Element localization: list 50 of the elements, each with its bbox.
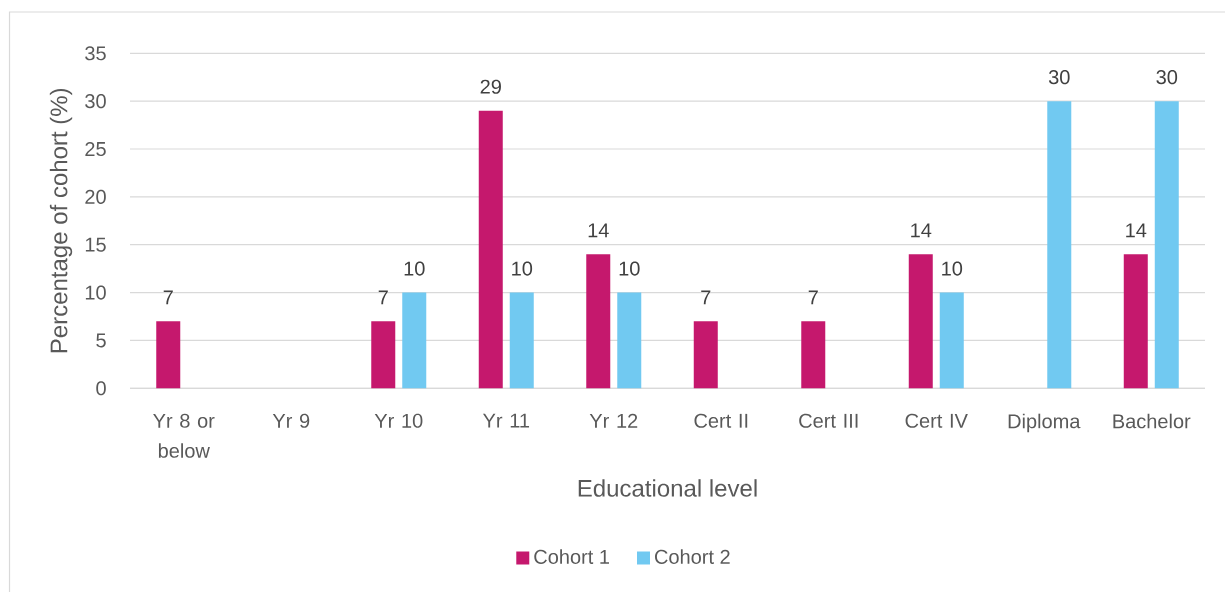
y-tick-label: 20 <box>85 189 106 204</box>
bar <box>402 292 427 389</box>
bar <box>586 254 611 389</box>
data-label: 14 <box>911 223 932 238</box>
y-tick-label: 30 <box>85 94 106 109</box>
bar <box>478 110 503 389</box>
x-tick-label: Yr 12 <box>589 413 638 428</box>
x-axis-title: Educational level <box>578 479 757 497</box>
x-tick-label: Yr 11 <box>482 413 530 428</box>
bar <box>156 321 181 389</box>
data-label: 29 <box>480 79 501 94</box>
y-tick-label: 25 <box>85 141 106 157</box>
data-label: 10 <box>404 261 425 276</box>
y-axis-title: Percentage of cohort (%) <box>49 88 73 353</box>
y-tick-label: 15 <box>85 237 106 252</box>
x-tick-label: Bachelor <box>1113 413 1191 429</box>
data-label: 7 <box>808 290 818 305</box>
bar <box>801 321 826 389</box>
y-tick-label: 10 <box>85 285 106 300</box>
bar <box>1047 101 1072 389</box>
bar <box>509 292 534 389</box>
data-label: 10 <box>619 261 640 276</box>
legend-label: Cohort 1 <box>534 549 609 564</box>
data-label: 7 <box>163 290 173 305</box>
y-tick-label: 5 <box>96 333 106 348</box>
data-label: 30 <box>1156 70 1178 85</box>
x-tick-label: Diploma <box>1008 413 1081 433</box>
x-tick-label: Yr 10 <box>374 413 423 428</box>
x-tick-label: Cert IV <box>905 413 968 428</box>
data-label: 7 <box>378 290 388 305</box>
bar <box>371 321 396 389</box>
x-tick-label: Yr 9 <box>272 413 310 428</box>
data-label: 14 <box>588 223 609 238</box>
bar <box>908 254 933 389</box>
data-label: 14 <box>1126 223 1147 238</box>
bar <box>693 321 718 389</box>
y-tick-label: 0 <box>96 381 106 396</box>
x-tick-label: Cert III <box>799 413 858 428</box>
data-label: 10 <box>942 261 963 276</box>
data-label: 30 <box>1048 70 1070 85</box>
bar <box>939 292 964 389</box>
x-tick-label: Yr 8 or below <box>153 413 215 458</box>
bar <box>1123 254 1148 389</box>
bar <box>1154 101 1179 389</box>
data-label: 10 <box>512 261 533 276</box>
y-tick-label: 35 <box>85 46 106 61</box>
bar <box>617 292 642 389</box>
legend-label: Cohort 2 <box>654 549 730 564</box>
x-tick-label: Cert II <box>694 413 748 428</box>
data-label: 7 <box>701 290 711 305</box>
